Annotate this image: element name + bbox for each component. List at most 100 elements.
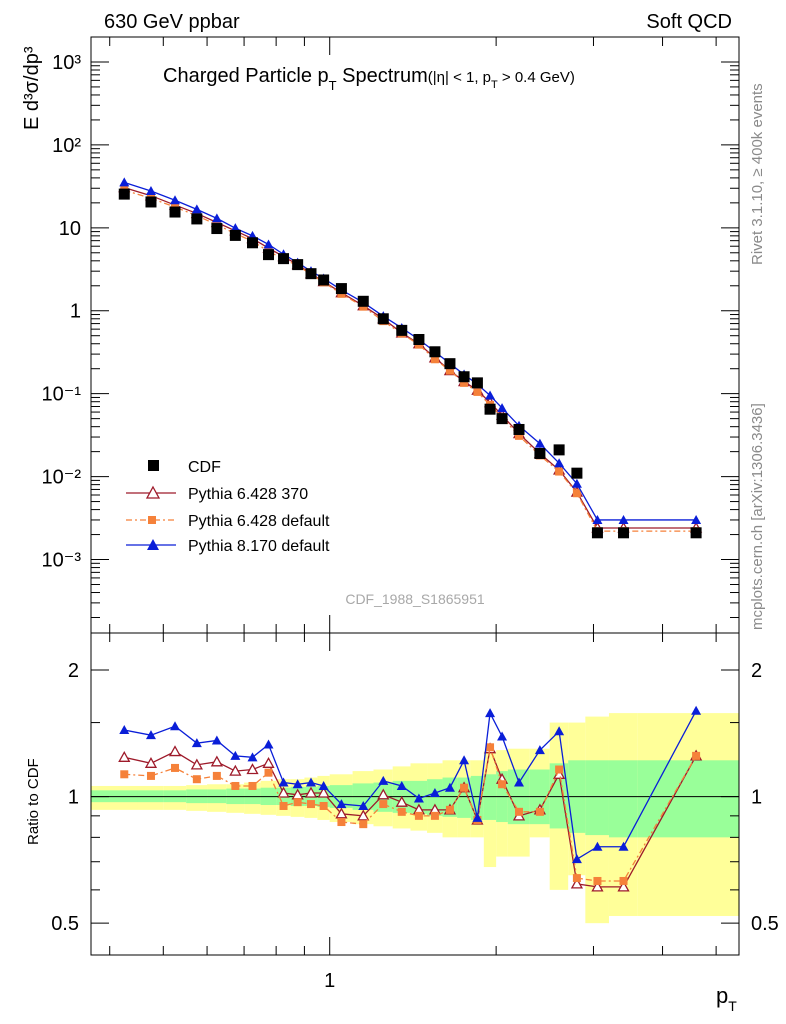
ratio-data-point [413,793,424,803]
ratio-series-layer [118,705,703,892]
main-series-1 [118,181,703,533]
main-data-point [357,295,369,307]
ratio-data-point [379,800,388,809]
ratio-data-point [378,775,389,785]
ratio-data-point [229,764,242,776]
main-plot: 10⁻³ 10⁻² 10⁻¹ 1 10 10² 10³ Charged Particle p… [21,36,740,634]
x-tick-label: 1 [324,970,335,992]
main-data-point [571,478,582,488]
y-tick-label: 10⁻³ [42,550,82,572]
main-data-point [170,195,181,205]
main-data-point [118,188,130,200]
ratio-data-point [168,745,182,757]
chart-title: Charged Particle pT Spectrum(|η| < 1, pT… [163,65,575,93]
main-data-point [592,514,603,524]
main-data-point [318,274,330,286]
ratio-data-point [534,745,545,755]
main-data-point [571,467,583,479]
ratio-data-point [264,768,273,777]
main-data-point [484,403,496,415]
main-data-point [211,223,223,235]
ratio-data-point [692,751,701,760]
ratio-y-tick-label-left: 2 [68,660,79,682]
stat-band-segment [427,779,443,816]
ratio-data-point [319,801,328,810]
ratio-plot: 0.5 0.5 1 1 2 2 1 Ratio to CDF pT [25,632,779,1014]
ratio-data-point [317,786,330,798]
ratio-data-point [497,731,508,741]
main-data-point [496,413,508,425]
ratio-axis-ticks: 0.5 0.5 1 1 2 2 1 [51,633,779,992]
ratio-data-point [262,756,275,768]
ratio-data-point [472,812,483,822]
main-data-point [534,438,545,448]
legend-marker-pythia6-default [148,516,156,524]
ratio-data-point [618,841,629,851]
legend-entry-pythia6-default: Pythia 6.428 default [126,513,330,530]
main-data-point [458,371,470,383]
main-data-point [690,527,702,539]
main-axis-ticks: 10⁻³ 10⁻² 10⁻¹ 1 10 10² 10³ [42,37,739,633]
ratio-data-point [617,880,630,892]
ratio-data-point [535,807,544,816]
main-data-point [497,403,508,413]
header-right: Soft QCD [646,11,732,33]
ratio-data-point [279,801,288,810]
ratio-data-point [304,786,318,798]
main-data-point [429,346,441,358]
ratio-data-point [397,807,406,816]
ratio-data-point [429,787,440,797]
ratio-data-point [170,721,181,731]
ratio-data-point [318,780,329,790]
ratio-data-point [593,876,602,885]
main-data-point [691,514,702,524]
ratio-data-point [212,771,221,780]
ratio-series-2 [119,705,702,864]
ratio-y-axis-label: Ratio to CDF [25,758,42,845]
main-data-point [145,185,156,195]
stat-band-segment [483,774,497,820]
ratio-data-point [377,788,390,800]
main-series-line [124,189,697,532]
stat-band-segment [637,760,739,838]
main-series-line [124,187,697,529]
y-tick-label: 10 [59,218,81,240]
legend-marker-pythia6-370 [145,485,161,499]
ratio-data-point [120,770,129,779]
stat-band-segment [608,760,638,838]
ratio-data-point [498,780,507,789]
ratio-data-point [444,782,455,792]
x-axis-label: pT [716,983,737,1014]
ratio-data-point [592,841,603,851]
main-data-point [413,334,425,346]
ratio-data-point [145,730,156,740]
main-data-point [211,213,222,223]
ratio-data-point [570,877,584,889]
main-data-point [278,253,290,265]
ratio-data-point [277,786,290,798]
main-data-point [473,387,482,396]
ratio-series-1 [120,743,701,885]
main-data-point [591,527,603,539]
ratio-data-point [278,777,289,787]
ratio-data-point [305,777,316,787]
ratio-data-point [460,783,469,792]
ratio-data-point [192,775,201,784]
ratio-data-point [190,758,203,770]
ratio-data-point [571,854,582,864]
ratio-data-point [306,800,315,809]
ratio-data-point [335,807,348,819]
y-tick-label: 10² [52,135,81,157]
legend-label-pythia6-370: Pythia 6.428 370 [188,486,308,503]
main-data-point [247,237,259,249]
y-tick-label: 10⁻² [42,467,82,489]
legend-label-cdf: CDF [188,459,221,476]
ratio-y-tick-label-right: 2 [751,660,762,682]
main-data-point [229,229,241,241]
main-data-point [430,355,439,364]
legend-marker-pythia8 [147,539,159,550]
ratio-data-point [554,726,565,736]
ratio-data-point [445,805,454,814]
rivet-version-label: Rivet 3.1.10, ≥ 400k events [749,83,766,265]
